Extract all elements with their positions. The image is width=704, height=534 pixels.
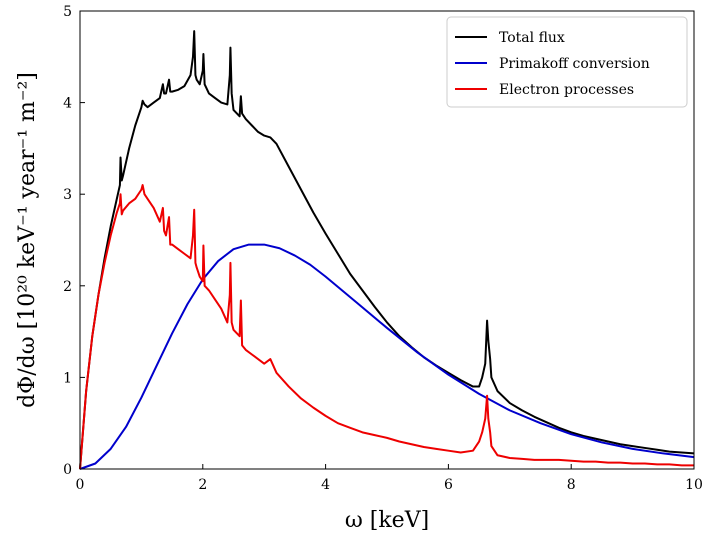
y-tick-label: 2 [63, 279, 72, 295]
legend-label: Electron processes [499, 82, 634, 98]
x-axis-label: ω [keV] [345, 508, 429, 533]
x-tick-label: 10 [685, 477, 703, 493]
x-tick-label: 6 [444, 477, 453, 493]
y-tick-label: 1 [63, 370, 72, 386]
x-tick-label: 8 [567, 477, 576, 493]
x-tick-label: 2 [198, 477, 207, 493]
y-axis-label: dΦ/dω [10²⁰ keV⁻¹ year⁻¹ m⁻²] [15, 72, 40, 408]
legend: Total flux Primakoff conversion Electron p… [447, 17, 687, 107]
legend-label: Primakoff conversion [499, 56, 650, 72]
y-tick-label: 5 [63, 4, 72, 20]
y-tick-label: 3 [63, 187, 72, 203]
y-tick-label: 4 [63, 96, 72, 112]
legend-label: Total flux [499, 30, 565, 46]
y-tick-label: 0 [63, 462, 72, 478]
x-axis-ticks: 0 2 4 6 8 10 [76, 464, 703, 493]
series-line-1 [80, 245, 694, 469]
x-tick-label: 0 [76, 477, 85, 493]
x-tick-label: 4 [321, 477, 330, 493]
y-axis-ticks: 0 1 2 3 4 5 [63, 4, 85, 478]
